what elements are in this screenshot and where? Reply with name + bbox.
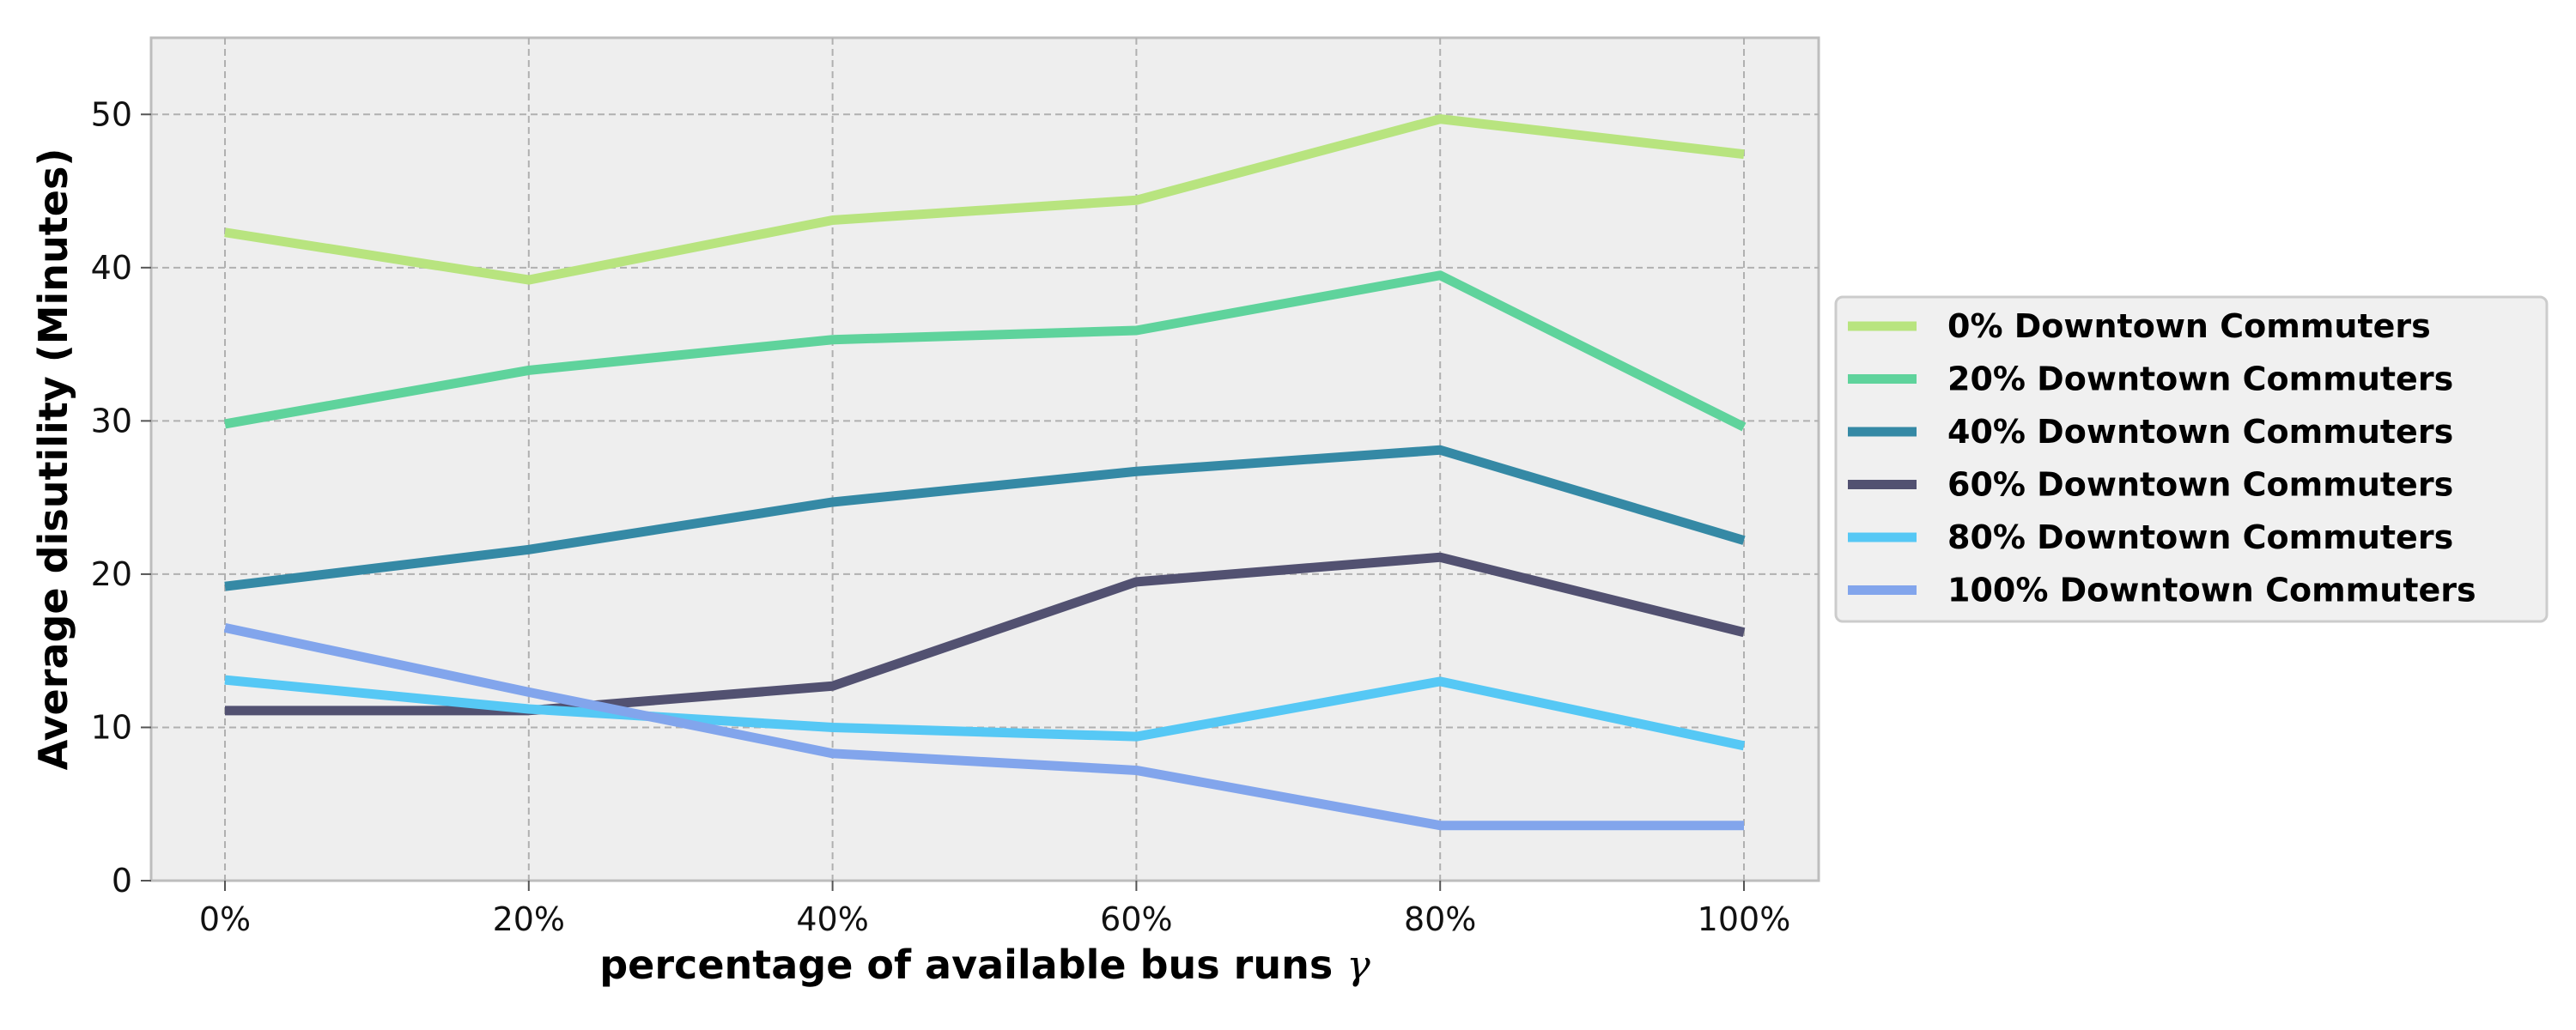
series-line-5 <box>223 623 1744 831</box>
series-line-4 <box>224 675 1746 751</box>
legend-entry-3: 60% Downtown Commuters <box>1947 466 2453 504</box>
y-axis-label: Average disutility (Minutes) <box>30 148 76 771</box>
legend-entry-5: 100% Downtown Commuters <box>1947 572 2476 609</box>
x-tick-label: 80% <box>1404 900 1476 938</box>
y-tick-label: 30 <box>91 402 132 439</box>
x-tick-label: 40% <box>796 900 868 938</box>
legend-entry-1: 20% Downtown Commuters <box>1947 360 2453 398</box>
series-line-3 <box>225 552 1746 716</box>
x-axis-label-text: percentage of available bus runs <box>599 942 1333 988</box>
legend-entry-2: 40% Downtown Commuters <box>1947 413 2453 451</box>
x-axis-label-symbol: γ <box>1346 942 1370 988</box>
legend-box <box>1834 295 2549 623</box>
y-tick-label: 40 <box>91 249 132 287</box>
legend-entry-4: 80% Downtown Commuters <box>1947 518 2453 556</box>
x-tick-label: 100% <box>1698 900 1791 938</box>
grid-lines <box>151 38 1819 881</box>
series-line-1 <box>224 270 1747 432</box>
x-axis-label: percentage of available bus runs γ <box>599 942 1370 988</box>
y-tick-label: 0 <box>112 862 132 900</box>
plot-background <box>149 36 1820 882</box>
series-line-2 <box>224 445 1746 591</box>
series-line-0 <box>224 114 1745 285</box>
axis-ticks: 0% 20% 40% 60% 80% 100% 0 10 20 30 40 50 <box>91 95 1791 938</box>
series-layer <box>223 114 1747 831</box>
y-tick-label: 20 <box>91 555 132 593</box>
legend-entry-0: 0% Downtown Commuters <box>1947 307 2431 345</box>
x-tick-label: 0% <box>199 900 251 938</box>
y-tick-label: 50 <box>91 95 132 133</box>
x-tick-label: 20% <box>493 900 565 938</box>
x-tick-label: 60% <box>1100 900 1172 938</box>
y-tick-label: 10 <box>91 708 132 746</box>
legend: 0% Downtown Commuters 20% Downtown Commut… <box>1834 295 2549 623</box>
